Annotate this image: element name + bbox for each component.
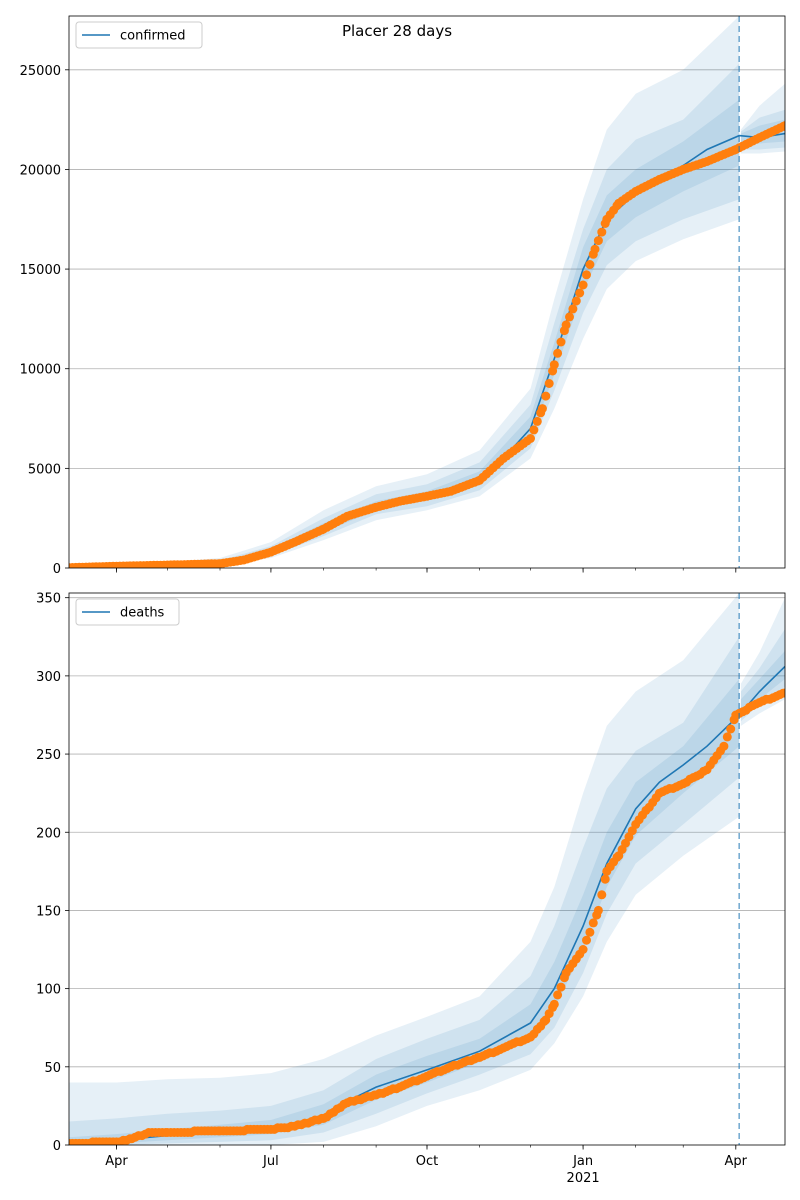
observed-point [556,337,566,347]
observed-point [588,918,598,928]
y-tick-label: 25000 [20,64,61,79]
x-tick-label: Apr [105,1154,128,1169]
observed-point [582,270,591,280]
band-80-area [69,636,740,1145]
y-tick-label: 100 [36,983,61,998]
deaths-panel: 0 50 100 150 200 250 300 350 Apr Jul Oct Jan Apr 2021… [36,592,786,1186]
observed-point [585,927,595,937]
observed-point [597,227,607,237]
observed-point [593,236,603,246]
observed-points [69,121,785,568]
observed-point [600,874,610,884]
observed-point [553,348,563,358]
observed-point [568,304,578,314]
observed-point [585,260,595,269]
x-tick-label: Jul [262,1154,279,1169]
observed-point [575,288,585,298]
observed-point [556,982,566,992]
y-tick-label: 15000 [20,263,61,278]
y-tick-label: 10000 [20,363,61,378]
plot-area [69,593,785,1145]
band-95-area [69,16,740,568]
observed-point [565,312,574,322]
legend-box [75,598,180,626]
y-tick-label: 200 [36,826,61,841]
observed-point [722,732,732,742]
figure-title: Placer 28 days [342,22,452,40]
y-tick-label: 0 [53,562,61,577]
y-tick-label: 20000 [20,163,61,178]
confirmed-panel: 0 5000 10000 15000 20000 25000 confirmed [20,15,786,577]
y-tick-label: 250 [36,748,61,763]
observed-point [549,360,559,370]
observed-point [553,990,563,1000]
observed-point [571,296,581,306]
observed-point [597,890,607,900]
y-tick-label: 50 [44,1061,61,1076]
x-tick-label: Oct [416,1154,438,1169]
observed-point [578,945,588,954]
observed-point [526,434,535,443]
observed-point [593,905,603,915]
y-tick-label: 5000 [28,462,61,477]
legend-label: deaths [120,606,165,621]
band-80-area [740,629,785,722]
observed-point [537,404,547,414]
observed-point [582,935,591,945]
x-tick-label: Jan [572,1154,593,1169]
observed-point [578,280,588,290]
observed-point [541,391,551,401]
legend-box [75,21,203,49]
observed-point [719,741,729,751]
y-tick-label: 0 [53,1139,61,1154]
y-tick-label: 300 [36,670,61,685]
y-tick-label: 350 [36,592,61,607]
observed-point [780,688,785,698]
observed-point [529,425,539,435]
legend: confirmed [75,21,203,49]
legend: deaths [75,598,180,626]
observed-point [561,320,571,330]
observed-point [544,379,554,388]
x-tick-label: Apr [725,1154,748,1169]
observed-point [549,999,559,1009]
band-95-area [69,593,740,1145]
legend-label: confirmed [120,29,186,44]
observed-point [590,244,600,254]
observed-point [532,416,542,426]
observed-point [780,121,785,131]
x-year-label: 2021 [567,1171,600,1186]
observed-point [726,724,736,734]
y-tick-label: 150 [36,904,61,919]
observed-points [69,688,785,1145]
plot-area [69,16,785,568]
